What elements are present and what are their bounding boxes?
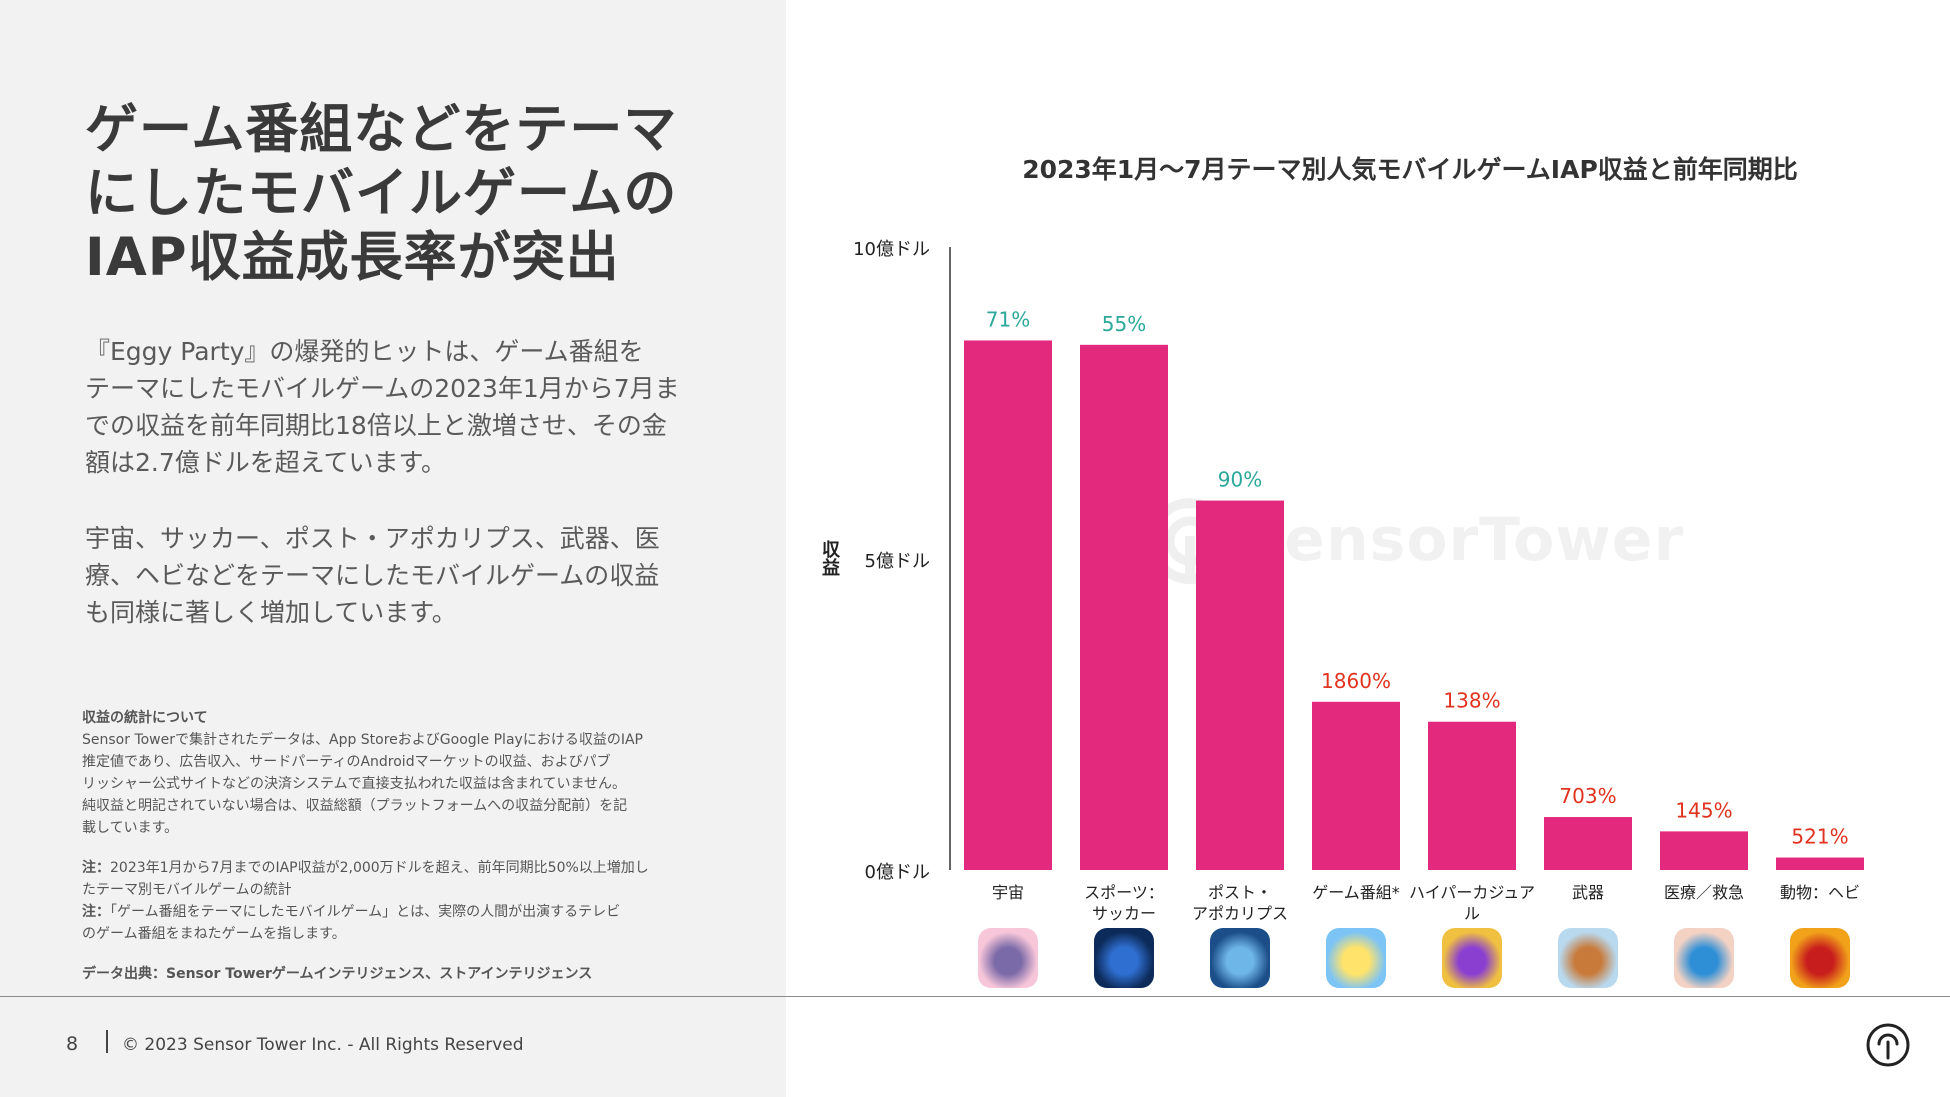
growth-label-1: 55% <box>1102 312 1146 336</box>
category-label-3: ゲーム番組* <box>1312 883 1400 902</box>
bar-5 <box>1544 817 1632 870</box>
game-show-game-icon <box>1326 928 1386 988</box>
bar-4 <box>1428 721 1516 870</box>
stats-note: Sensor Towerで集計されたデータは、App StoreおよびGoogl… <box>82 732 643 836</box>
watermark-text: SensorTower <box>1240 505 1685 575</box>
data-source: データ出典：Sensor Towerゲームインテリジェンス、ストアインテリジェン… <box>82 966 593 982</box>
category-label-4: ハイパーカジュアル <box>1409 883 1535 923</box>
page-headline: ゲーム番組などをテーマ にしたモバイルゲームの IAP収益成長率が突出 <box>85 99 678 288</box>
body-paragraph-1: 『Eggy Party』の爆発的ヒットは、ゲーム番組を テーマにしたモバイルゲー… <box>85 337 680 477</box>
notes-heading: 収益の統計について <box>82 710 208 726</box>
category-label-6: 医療／救急 <box>1663 883 1744 902</box>
growth-label-4: 138% <box>1443 689 1500 713</box>
sensor-tower-logo-icon <box>1866 1023 1910 1067</box>
category-label-5: 武器 <box>1571 883 1604 902</box>
watermark: SensorTower <box>1145 490 1684 590</box>
growth-label-0: 71% <box>986 307 1030 331</box>
footer-separator <box>106 1030 108 1053</box>
y-tick-label: 10億ドル <box>853 239 930 260</box>
bar-1 <box>1080 344 1168 870</box>
note-1-label: 注： <box>82 860 110 876</box>
category-label-1: スポーツ： サッカー <box>1084 883 1164 923</box>
bar-0 <box>964 340 1052 870</box>
growth-label-3: 1860% <box>1321 669 1391 693</box>
note-2-text: 「ゲーム番組をテーマにしたモバイルゲーム」とは、実際の人間が出演するテレビ のゲ… <box>82 904 621 942</box>
growth-label-7: 521% <box>1791 825 1848 849</box>
note-2-label: 注： <box>82 904 110 920</box>
y-tick-label: 0億ドル <box>864 862 930 883</box>
category-label-7: 動物：ヘビ <box>1779 883 1860 902</box>
bar-3 <box>1312 701 1400 870</box>
chart-title: 2023年1月〜7月テーマ別人気モバイルゲームIAP収益と前年同期比 <box>1022 155 1798 184</box>
note-1: 注：2023年1月から7月までのIAP収益が2,000万ドルを超え、前年同期比5… <box>82 857 692 901</box>
soccer-game-icon <box>1094 928 1154 988</box>
left-panel <box>0 0 786 1097</box>
y-tick-label: 5億ドル <box>864 550 930 572</box>
growth-label-6: 145% <box>1675 798 1732 822</box>
hypercasual-game-icon <box>1442 928 1502 988</box>
bar-6 <box>1660 831 1748 870</box>
note-1-text: 2023年1月から7月までのIAP収益が2,000万ドルを超え、前年同期比50%… <box>82 860 649 898</box>
category-label-2: ポスト・ アポカリプス <box>1191 883 1288 923</box>
bar-7 <box>1776 857 1864 870</box>
notes-section: 収益の統計について Sensor Towerで集計されたデータは、App Sto… <box>82 707 692 985</box>
y-axis-label: 収益 <box>819 540 840 576</box>
footer-divider <box>0 996 1950 997</box>
medical-game-icon <box>1674 928 1734 988</box>
post-apocalypse-game-icon <box>1210 928 1270 988</box>
copyright-text: © 2023 Sensor Tower Inc. - All Rights Re… <box>122 1035 524 1055</box>
note-2: 注：「ゲーム番組をテーマにしたモバイルゲーム」とは、実際の人間が出演するテレビ … <box>82 901 692 945</box>
space-game-icon <box>978 928 1038 988</box>
weapon-game-icon <box>1558 928 1618 988</box>
category-label-0: 宇宙 <box>991 883 1024 902</box>
growth-label-5: 703% <box>1559 784 1616 808</box>
bar-2 <box>1196 500 1284 870</box>
page-number: 8 <box>66 1033 79 1055</box>
body-paragraph-2: 宇宙、サッカー、ポスト・アポカリプス、武器、医 療、ヘビなどをテーマにしたモバイ… <box>85 524 660 627</box>
snake-game-icon <box>1790 928 1850 988</box>
growth-label-2: 90% <box>1218 468 1262 492</box>
